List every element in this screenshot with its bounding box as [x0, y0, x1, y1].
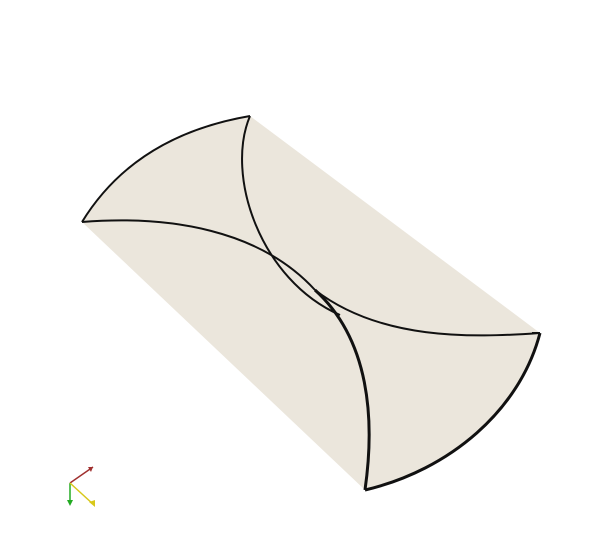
model-edge-right-cap: [241, 115, 341, 316]
model-edge-left-cap: [81, 219, 316, 291]
triad-z-axis: [69, 482, 95, 506]
model-edge-lower-seam: [314, 289, 541, 337]
model-edge-top-arc: [81, 115, 251, 223]
model-surface[interactable]: [82, 116, 540, 490]
model-edge-front-face: [313, 288, 371, 491]
model-edge-bottom-arc: [364, 332, 542, 492]
triad-x-arrowhead: [88, 467, 93, 472]
triad-z-arrowhead: [89, 500, 95, 507]
triad-x-axis: [69, 466, 94, 484]
orientation-triad: [67, 466, 95, 507]
triad-y-arrowhead: [67, 500, 73, 506]
